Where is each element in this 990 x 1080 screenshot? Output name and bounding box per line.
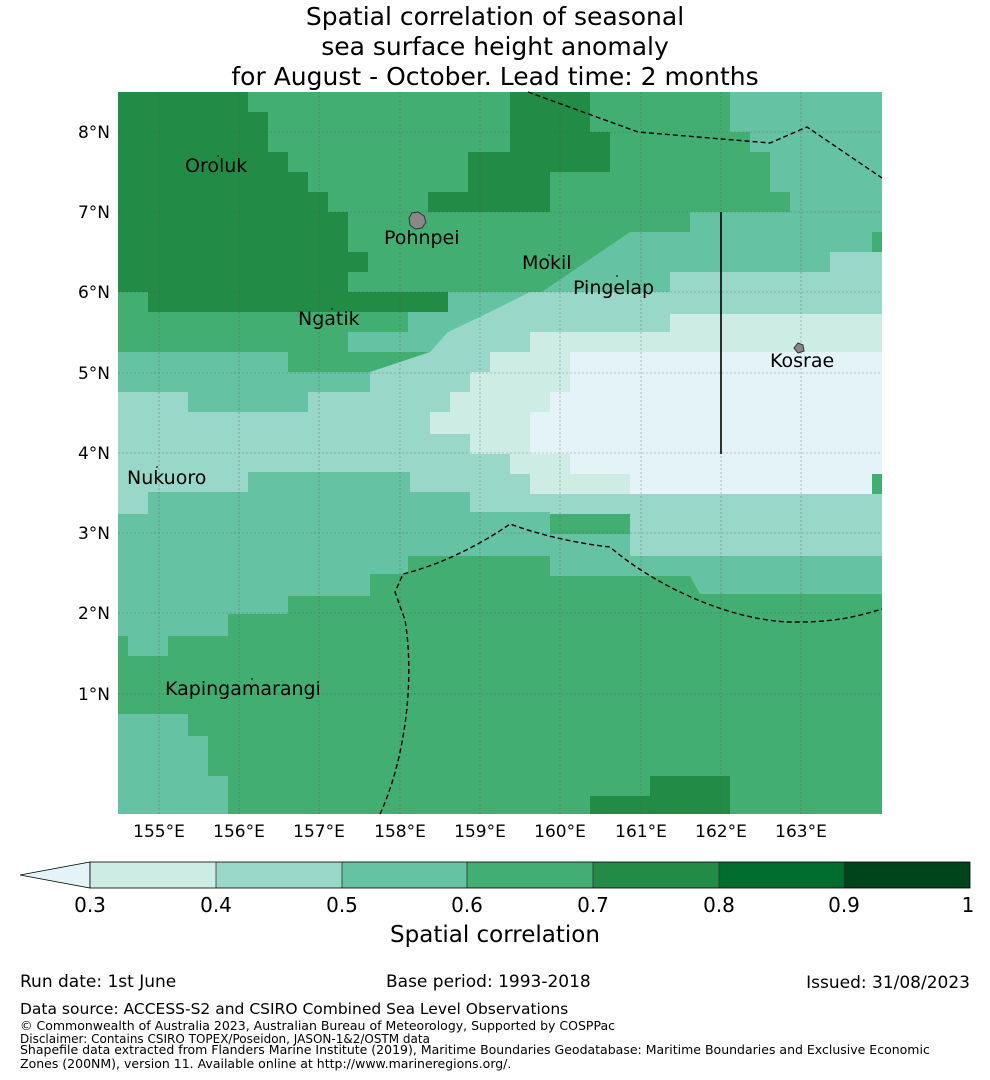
region-corr-0.5-0.6-west	[118, 372, 370, 412]
graticule	[118, 92, 882, 814]
copyright-notice: © Commonwealth of Australia 2023, Austra…	[20, 1018, 615, 1033]
eez-boundary-south	[379, 523, 883, 815]
lon-tick: 156°E	[213, 822, 265, 842]
eez-boundary-north	[527, 91, 883, 179]
place-label-kosrae: Kosrae	[770, 350, 834, 372]
colorbar-tick: 0.7	[577, 893, 609, 917]
lon-tick: 160°E	[534, 822, 586, 842]
region-corr-0.7-0.8-south	[590, 776, 730, 814]
colorbar-segment	[467, 862, 593, 888]
lon-tick: 159°E	[454, 822, 506, 842]
lon-tick: 158°E	[374, 822, 426, 842]
lat-tick: 6°N	[78, 283, 110, 303]
data-source: Data source: ACCESS-S2 and CSIRO Combine…	[20, 1000, 569, 1018]
lat-tick: 8°N	[78, 123, 110, 143]
colorbar-segment	[593, 862, 719, 888]
colorbar-ticks: 0.3 0.4 0.5 0.6 0.7 0.8 0.9 1	[74, 893, 975, 917]
run-date: Run date: 1st June	[20, 972, 177, 992]
map-title: Spatial correlation of seasonal sea surf…	[0, 2, 990, 92]
colorbar-segment	[216, 862, 342, 888]
lon-tick: 163°E	[775, 822, 827, 842]
lon-tick: 155°E	[133, 822, 185, 842]
colorbar-tick: 1	[962, 893, 975, 917]
colorbar	[19, 861, 971, 889]
issued-date: Issued: 31/08/2023	[806, 973, 970, 993]
correlation-map: Oroluk Pohnpei Mokil Pingelap Ngatik Kos…	[19, 91, 971, 889]
pingelap-island-icon	[616, 275, 618, 277]
place-label-ngatik: Ngatik	[298, 308, 360, 330]
place-label-pohnpei: Pohnpei	[384, 227, 460, 249]
ngatik-island-icon	[331, 308, 333, 310]
region-corr-below-0.3	[530, 352, 882, 494]
lat-tick: 3°N	[78, 524, 110, 544]
map-plot-area: Oroluk Pohnpei Mokil Pingelap Ngatik Kos…	[118, 91, 883, 815]
colorbar-segment	[844, 862, 970, 888]
colorbar-tick: 0.4	[200, 893, 232, 917]
region-corr-0.5-0.6-south	[118, 714, 228, 814]
region-corr-0.4-0.5-west	[118, 392, 882, 534]
oroluk-island-icon	[217, 155, 219, 157]
base-period: Base period: 1993-2018	[386, 972, 591, 992]
lon-tick: 157°E	[293, 822, 345, 842]
title-line-3: for August - October. Lead time: 2 month…	[231, 62, 759, 91]
region-corr-0.4-0.5-band	[630, 534, 882, 556]
eez-boundaries	[379, 91, 883, 815]
lon-axis: 155°E 156°E 157°E 158°E 159°E 160°E 161°…	[133, 822, 827, 842]
colorbar-tick: 0.3	[74, 893, 106, 917]
place-label-kapingamarangi: Kapingamarangi	[165, 678, 321, 700]
region-corr-0.7-0.8-ngatik	[148, 292, 448, 312]
nukuoro-island-icon	[156, 466, 158, 468]
kapingamarangi-island-icon	[251, 678, 253, 680]
region-corr-0.7-0.8-north	[428, 92, 610, 212]
place-label-mokil: Mokil	[522, 252, 572, 274]
region-corr-0.5-0.6-southwest	[118, 472, 882, 656]
mokil-island-icon	[548, 254, 550, 256]
colorbar-tick: 0.8	[703, 893, 735, 917]
place-label-nukuoro: Nukuoro	[127, 467, 206, 489]
title-line-1: Spatial correlation of seasonal	[305, 2, 685, 31]
colorbar-segment	[90, 862, 216, 888]
lat-tick: 1°N	[78, 685, 110, 705]
lon-tick: 161°E	[615, 822, 667, 842]
pohnpei-island-icon	[408, 211, 427, 230]
title-line-2: sea surface height anomaly	[321, 32, 669, 61]
lat-tick: 5°N	[78, 364, 110, 384]
colorbar-segment	[719, 862, 844, 888]
lat-tick: 2°N	[78, 604, 110, 624]
colorbar-tick: 0.9	[828, 893, 860, 917]
colorbar-segment	[342, 862, 467, 888]
lat-axis: 8°N 7°N 6°N 5°N 4°N 3°N 2°N 1°N	[78, 123, 110, 705]
disclaimer: Disclaimer: Contains CSIRO TOPEX/Poseido…	[20, 1032, 430, 1046]
colorbar-label: Spatial correlation	[390, 922, 600, 948]
shapefile-credit: Shapefile data extracted from Flanders M…	[20, 1042, 930, 1071]
colorbar-tick: 0.5	[326, 893, 358, 917]
region-corr-0.4-0.5-central	[370, 252, 882, 392]
region-corr-0.7-0.8-northwest	[118, 92, 368, 292]
place-label-pingelap: Pingelap	[573, 277, 654, 299]
place-label-oroluk: Oroluk	[185, 155, 247, 177]
lat-tick: 7°N	[78, 203, 110, 223]
lon-tick: 162°E	[695, 822, 747, 842]
lat-tick: 4°N	[78, 444, 110, 464]
kosrae-island-icon	[793, 342, 805, 354]
colorbar-tick: 0.6	[451, 893, 483, 917]
